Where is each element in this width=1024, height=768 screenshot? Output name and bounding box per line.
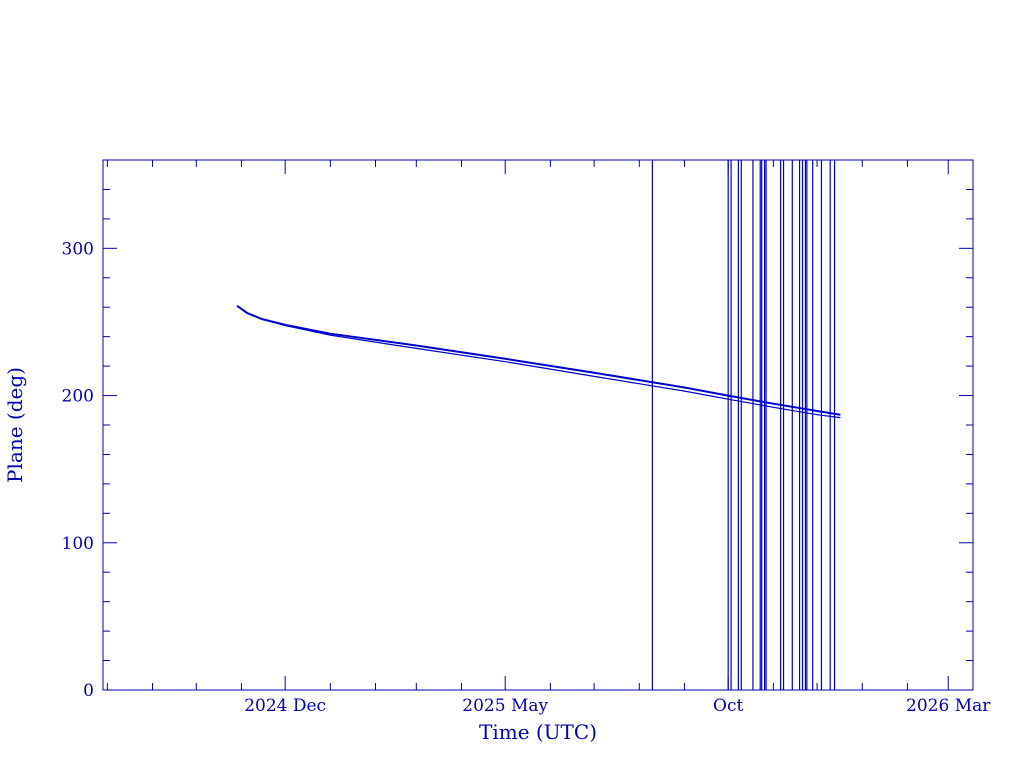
series-line-2 — [236, 305, 841, 419]
y-tick-label: 0 — [83, 681, 94, 701]
y-axis-label: Plane (deg) — [3, 367, 27, 483]
y-tick-label: 200 — [62, 387, 94, 407]
y-tick-label: 100 — [62, 534, 94, 554]
chart-marks — [236, 160, 841, 690]
y-tick-labels: 0 100 200 300 — [62, 239, 94, 701]
x-tick-label: Oct — [713, 696, 743, 716]
x-axis-label: Time (UTC) — [479, 720, 597, 744]
x-tick-label: 2025 May — [462, 696, 548, 716]
series-line-1 — [236, 304, 841, 416]
y-tick-label: 300 — [62, 239, 94, 259]
plot-frame — [102, 159, 974, 691]
x-tick-label: 2026 Mar — [906, 696, 991, 716]
axis-ticks — [103, 159, 973, 691]
x-tick-label: 2024 Dec — [244, 696, 326, 716]
x-tick-labels: 2024 Dec 2025 May Oct 2026 Mar — [244, 696, 991, 716]
